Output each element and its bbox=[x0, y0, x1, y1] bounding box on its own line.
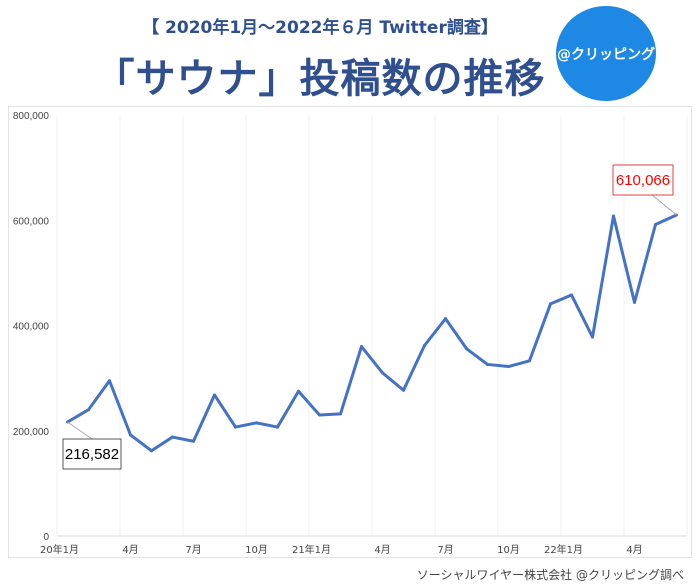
data-point bbox=[591, 335, 594, 339]
x-tick-label: 4月 bbox=[122, 544, 138, 556]
data-point bbox=[192, 439, 195, 443]
data-point bbox=[612, 214, 615, 218]
data-point bbox=[381, 371, 384, 375]
data-label-box bbox=[612, 164, 674, 196]
data-point bbox=[276, 425, 279, 429]
x-tick-label: 7月 bbox=[185, 544, 201, 556]
data-point bbox=[423, 343, 426, 347]
data-point bbox=[570, 293, 573, 297]
data-label-box bbox=[62, 438, 122, 470]
data-point bbox=[150, 449, 153, 453]
x-tick-label: 10月 bbox=[245, 544, 268, 556]
x-tick-label: 10月 bbox=[497, 544, 520, 556]
data-point bbox=[255, 421, 258, 425]
leader-line bbox=[67, 421, 93, 440]
data-point bbox=[633, 300, 636, 304]
data-point bbox=[486, 362, 489, 366]
data-point bbox=[654, 222, 657, 226]
data-point bbox=[360, 345, 363, 349]
data-point bbox=[297, 389, 300, 393]
y-tick-label: 200,000 bbox=[13, 427, 50, 438]
data-label: 216,582 bbox=[65, 446, 119, 463]
data-point bbox=[171, 435, 174, 439]
data-point bbox=[444, 317, 447, 321]
x-tick-label: 21年1月 bbox=[292, 543, 331, 556]
x-tick-label: 20年1月 bbox=[40, 543, 79, 556]
data-label: 610,066 bbox=[616, 172, 670, 189]
chart-title: 「サウナ」投稿数の推移 bbox=[94, 56, 546, 102]
data-point bbox=[528, 359, 531, 363]
data-point bbox=[318, 413, 321, 417]
x-tick-label: 4月 bbox=[374, 544, 390, 556]
y-tick-label: 400,000 bbox=[13, 322, 50, 333]
data-point bbox=[108, 379, 111, 383]
data-point bbox=[402, 388, 405, 392]
logo-text: @クリッピング bbox=[557, 46, 655, 63]
clipping-logo: @クリッピング bbox=[556, 6, 656, 101]
x-tick-label: 22年1月 bbox=[544, 543, 583, 556]
data-point bbox=[339, 412, 342, 416]
data-point bbox=[507, 365, 510, 369]
series-line bbox=[66, 213, 678, 453]
data-point bbox=[465, 347, 468, 351]
x-tick-label: 7月 bbox=[437, 544, 453, 556]
data-point bbox=[87, 408, 90, 412]
y-tick-label: 600,000 bbox=[13, 216, 50, 227]
chart-subtitle: 【 2020年1月～2022年６月 Twitter調査】 bbox=[142, 18, 498, 38]
x-tick-label: 4月 bbox=[626, 544, 642, 556]
data-point bbox=[129, 433, 132, 437]
y-tick-label: 0 bbox=[43, 532, 49, 543]
data-point bbox=[213, 393, 216, 397]
data-point bbox=[549, 302, 552, 306]
leader-line bbox=[651, 194, 677, 216]
chart-frame bbox=[8, 106, 692, 558]
data-point bbox=[234, 425, 237, 429]
y-tick-label: 800,000 bbox=[13, 111, 50, 122]
source-credit: ソーシャルワイヤー株式会社 @クリッピング調べ bbox=[416, 568, 684, 582]
